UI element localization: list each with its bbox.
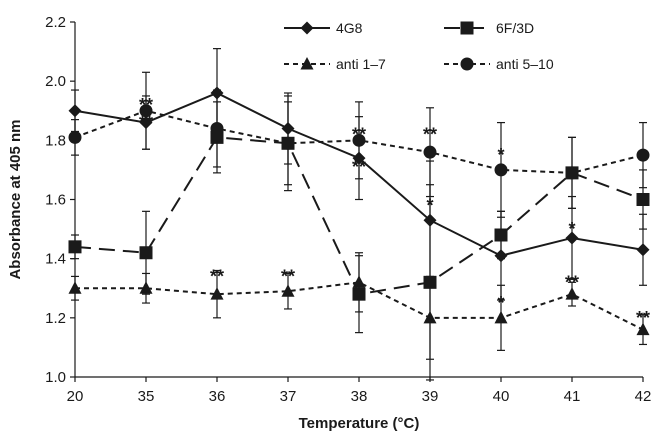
data-point-anti-1-7 xyxy=(494,310,508,324)
x-axis-title: Temperature (°C) xyxy=(299,415,420,432)
data-point-6f-3d xyxy=(636,193,650,206)
data-point-anti-5-10 xyxy=(210,122,224,135)
data-point-4g8 xyxy=(210,86,224,100)
data-point-anti-5-10 xyxy=(636,148,650,162)
x-tick-label: 36 xyxy=(209,388,226,405)
series-markers xyxy=(68,86,650,336)
data-point-4g8 xyxy=(139,116,153,130)
data-point-anti-5-10 xyxy=(565,166,579,180)
legend-marker-anti-5-10 xyxy=(460,57,474,71)
significance-marker: ** xyxy=(636,308,650,328)
data-point-anti-1-7 xyxy=(636,322,650,336)
x-tick-label: 38 xyxy=(351,388,368,405)
legend-label-anti-5-10: anti 5–10 xyxy=(496,56,554,72)
significance-marker: * xyxy=(497,293,504,313)
y-tick-label: 2.2 xyxy=(45,14,66,31)
significance-marker: ** xyxy=(565,272,579,292)
data-point-anti-1-7 xyxy=(352,275,366,288)
data-point-4g8 xyxy=(68,104,82,118)
x-tick-label: 39 xyxy=(422,388,439,405)
x-tick-label: 40 xyxy=(493,388,510,405)
x-tick-label: 41 xyxy=(564,388,581,405)
significance-annotations: ****** **************** xyxy=(139,95,650,328)
data-point-anti-1-7 xyxy=(423,310,437,324)
x-tick-label: 20 xyxy=(67,388,84,405)
legend-marker-4g8 xyxy=(300,21,314,35)
data-point-anti-5-10 xyxy=(494,163,508,177)
significance-marker: * xyxy=(497,145,504,165)
data-point-6f-3d xyxy=(139,246,153,260)
significance-marker: * xyxy=(568,219,575,239)
error-bars xyxy=(71,48,647,381)
significance-marker: ** xyxy=(352,124,366,144)
x-tick-label: 42 xyxy=(635,388,652,405)
legend-label-anti-1-7: anti 1–7 xyxy=(336,56,386,72)
data-point-anti-5-10 xyxy=(281,136,295,150)
y-tick-label: 1.4 xyxy=(45,251,66,268)
data-point-6f-3d xyxy=(494,228,508,242)
data-point-anti-1-7 xyxy=(139,281,153,294)
data-point-anti-1-7 xyxy=(210,287,224,300)
y-tick-label: 1.8 xyxy=(45,132,66,149)
data-point-4g8 xyxy=(281,122,295,135)
data-point-4g8 xyxy=(565,231,579,245)
data-point-anti-5-10 xyxy=(352,133,366,147)
data-point-anti-5-10 xyxy=(423,145,437,159)
y-axis-title: Absorbance at 405 nm xyxy=(7,119,24,279)
legend-label-4g8: 4G8 xyxy=(336,20,363,36)
data-point-6f-3d xyxy=(423,275,437,289)
significance-marker: * xyxy=(426,195,433,215)
x-tick-label: 37 xyxy=(280,388,297,405)
y-tick-label: 1.0 xyxy=(45,369,66,386)
significance-marker: ** xyxy=(423,124,437,144)
y-tick-label: 2.0 xyxy=(45,73,66,90)
significance-marker: ** xyxy=(281,266,295,286)
y-tick-label: 1.2 xyxy=(45,310,66,327)
legend-label-6f-3d: 6F/3D xyxy=(496,20,534,36)
legend: 4G8 6F/3D anti 1–7 anti 5–10 xyxy=(284,20,554,72)
series-line-anti-1-7 xyxy=(75,281,644,331)
data-point-anti-1-7 xyxy=(565,287,579,300)
data-point-anti-1-7 xyxy=(281,284,295,297)
legend-marker-anti-1-7 xyxy=(300,57,314,70)
data-point-anti-1-7 xyxy=(68,281,82,294)
data-point-4g8 xyxy=(494,249,508,263)
significance-marker: ** xyxy=(139,113,153,133)
data-point-6f-3d xyxy=(68,240,82,254)
significance-marker: ** xyxy=(352,157,366,177)
data-point-4g8 xyxy=(423,213,437,227)
data-point-6f-3d xyxy=(352,287,366,301)
significance-marker: ** xyxy=(210,266,224,286)
significance-marker: ** xyxy=(139,95,153,115)
data-point-4g8 xyxy=(636,243,650,257)
x-tick-label: 35 xyxy=(138,388,155,405)
data-point-anti-5-10 xyxy=(139,104,153,118)
legend-marker-6f-3d xyxy=(460,21,474,35)
data-point-anti-5-10 xyxy=(68,130,82,144)
axes: 1.0 1.2 1.4 1.6 1.8 2.0 2.2 20 35 36 37 38 39 40 41 42 xyxy=(45,14,651,405)
data-point-4g8 xyxy=(352,151,366,165)
y-tick-label: 1.6 xyxy=(45,192,66,209)
